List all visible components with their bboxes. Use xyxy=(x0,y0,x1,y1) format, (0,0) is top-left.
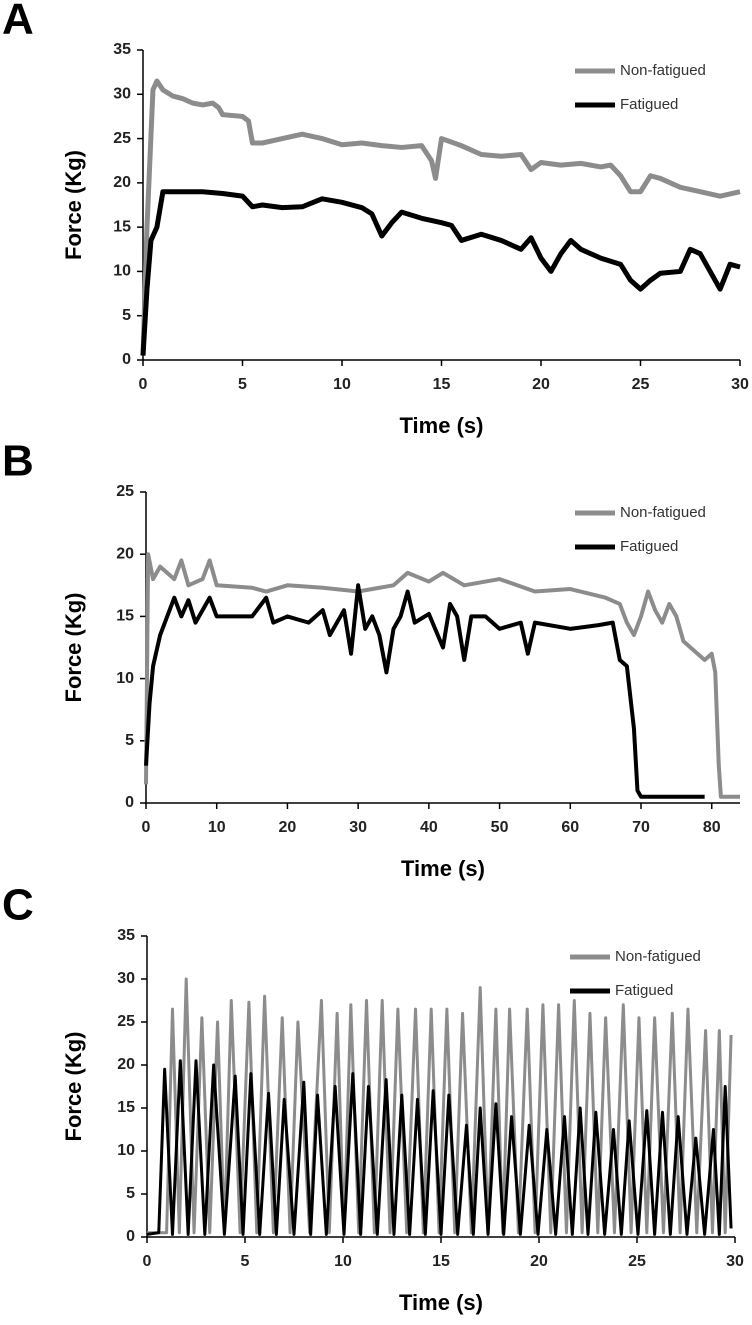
y-tick-label: 20 xyxy=(116,545,134,562)
y-tick-label: 0 xyxy=(126,1228,135,1245)
y-tick-label: 25 xyxy=(113,130,131,147)
panel-label: A xyxy=(2,0,34,44)
x-tick-label: 50 xyxy=(491,819,509,836)
panel-label: C xyxy=(2,881,34,930)
y-axis-title: Force (Kg) xyxy=(61,1032,86,1142)
series-line xyxy=(140,78,741,356)
y-tick-label: 5 xyxy=(126,1185,135,1202)
x-tick-label: 25 xyxy=(628,1253,646,1270)
series-line xyxy=(147,977,733,1235)
y-tick-label: 15 xyxy=(113,218,131,235)
y-tick-label: 25 xyxy=(117,1013,135,1030)
x-tick-label: 5 xyxy=(238,376,247,393)
x-tick-label: 30 xyxy=(726,1253,744,1270)
x-tick-label: 0 xyxy=(139,376,148,393)
legend-label: Non-fatigued xyxy=(615,948,701,965)
panel-label: B xyxy=(2,437,34,486)
y-tick-label: 30 xyxy=(113,86,131,103)
legend-label: Fatigued xyxy=(620,538,678,555)
legend-label: Non-fatigued xyxy=(620,504,706,521)
y-tick-label: 30 xyxy=(117,970,135,987)
y-tick-label: 0 xyxy=(122,351,131,368)
y-tick-label: 5 xyxy=(122,307,131,324)
y-tick-label: 25 xyxy=(116,483,134,500)
y-axis-title: Force (Kg) xyxy=(61,150,86,260)
y-tick-label: 35 xyxy=(113,41,131,58)
y-tick-label: 5 xyxy=(125,732,134,749)
series-line xyxy=(144,552,740,799)
legend-label: Non-fatigued xyxy=(620,62,706,79)
x-axis-title: Time (s) xyxy=(399,1290,483,1315)
legend-label: Fatigued xyxy=(620,96,678,113)
x-tick-label: 25 xyxy=(632,376,650,393)
y-tick-label: 10 xyxy=(117,1142,135,1159)
x-axis-title: Time (s) xyxy=(401,856,485,881)
y-tick-label: 15 xyxy=(117,1099,135,1116)
y-tick-label: 0 xyxy=(125,794,134,811)
series-line xyxy=(144,583,705,799)
x-tick-label: 0 xyxy=(142,819,151,836)
legend-label: Fatigued xyxy=(615,982,673,999)
y-tick-label: 35 xyxy=(117,927,135,944)
x-tick-label: 30 xyxy=(349,819,367,836)
y-axis-title: Force (Kg) xyxy=(61,593,86,703)
x-tick-label: 0 xyxy=(143,1253,152,1270)
y-tick-label: 15 xyxy=(116,608,134,625)
y-tick-label: 10 xyxy=(113,263,131,280)
x-tick-label: 10 xyxy=(333,376,351,393)
x-tick-label: 20 xyxy=(279,819,297,836)
x-tick-label: 40 xyxy=(420,819,438,836)
y-tick-label: 20 xyxy=(117,1056,135,1073)
x-tick-label: 80 xyxy=(703,819,721,836)
x-tick-label: 15 xyxy=(432,1253,450,1270)
series-line xyxy=(140,189,741,356)
x-tick-label: 5 xyxy=(241,1253,250,1270)
x-tick-label: 30 xyxy=(731,376,749,393)
y-tick-label: 10 xyxy=(116,670,134,687)
x-tick-label: 20 xyxy=(532,376,550,393)
series-line xyxy=(146,1059,733,1236)
x-tick-label: 60 xyxy=(561,819,579,836)
x-axis-title: Time (s) xyxy=(400,413,484,438)
x-tick-label: 10 xyxy=(334,1253,352,1270)
x-tick-label: 20 xyxy=(530,1253,548,1270)
x-tick-label: 70 xyxy=(632,819,650,836)
y-tick-label: 20 xyxy=(113,174,131,191)
x-tick-label: 10 xyxy=(208,819,226,836)
x-tick-label: 15 xyxy=(433,376,451,393)
